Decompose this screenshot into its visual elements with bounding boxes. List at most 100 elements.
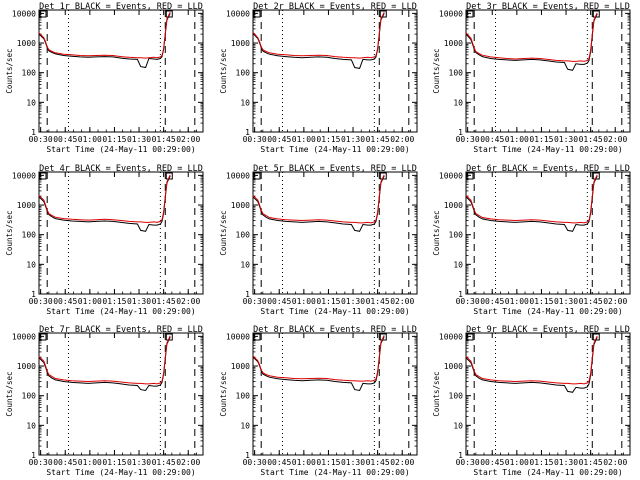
chart-title: Det 3r BLACK = Events, RED = LLD: [466, 2, 630, 12]
x-tick-label: 00:45: [267, 297, 291, 306]
marker-box: [466, 333, 474, 341]
x-tick-label: 01:00: [292, 135, 316, 144]
y-tick-label: 1000: [17, 362, 36, 371]
lld-series-line: [38, 174, 171, 223]
x-tick-label: 02:00: [390, 297, 414, 306]
chart-title: Det 4r BLACK = Events, RED = LLD: [39, 164, 203, 174]
x-tick-label: 02:00: [603, 135, 627, 144]
y-axis-label: Counts/sec: [219, 371, 228, 416]
y-tick-label: 1000: [17, 201, 36, 210]
x-tick-label: 01:15: [316, 458, 340, 467]
y-tick-label: 10: [240, 98, 250, 107]
y-tick-label: 100: [236, 392, 251, 401]
x-tick-label: 01:45: [366, 458, 390, 467]
x-tick-label: 01:00: [505, 297, 529, 306]
y-tick-label: 1000: [444, 39, 463, 48]
x-tick-label: 01:00: [292, 458, 316, 467]
x-tick-label: 01:00: [78, 458, 102, 467]
x-tick-label: 00:45: [480, 297, 504, 306]
x-tick-label: 01:00: [505, 458, 529, 467]
events-series-line: [252, 13, 385, 69]
x-tick-label: 02:00: [603, 297, 627, 306]
plot-frame: [252, 9, 418, 133]
x-tick-label: 01:15: [529, 135, 553, 144]
y-tick-label: 1: [245, 451, 250, 460]
events-series-line: [38, 336, 171, 392]
x-tick-label: 01:15: [102, 297, 126, 306]
y-tick-label: 10000: [439, 332, 463, 341]
x-axis-label: Start Time (24-May-11 00:29:00): [473, 468, 622, 477]
y-tick-label: 10000: [12, 332, 36, 341]
y-axis-label: Counts/sec: [432, 210, 441, 255]
plot-frame: [252, 332, 418, 456]
x-tick-label: 00:30: [29, 458, 53, 467]
y-tick-label: 1: [31, 451, 36, 460]
x-tick-label: 02:00: [390, 458, 414, 467]
x-tick-label: 00:45: [267, 135, 291, 144]
x-tick-label: 00:30: [243, 458, 267, 467]
y-tick-label: 100: [22, 69, 37, 78]
plot-frame: [38, 332, 204, 456]
x-tick-label: 01:45: [152, 458, 176, 467]
y-tick-label: 100: [449, 231, 464, 240]
x-tick-label: 01:00: [505, 135, 529, 144]
x-tick-label: 01:30: [127, 135, 151, 144]
y-tick-label: 10: [453, 98, 463, 107]
x-tick-label: 02:00: [390, 135, 414, 144]
lld-series-line: [252, 335, 385, 382]
x-tick-label: 00:30: [29, 135, 53, 144]
x-tick-label: 00:30: [456, 135, 480, 144]
x-tick-label: 02:00: [176, 135, 200, 144]
x-axis-label: Start Time (24-May-11 00:29:00): [473, 307, 622, 316]
y-axis-label: Counts/sec: [5, 210, 14, 255]
y-tick-label: 100: [22, 392, 37, 401]
x-tick-label: 00:30: [243, 297, 267, 306]
x-axis-label: Start Time (24-May-11 00:29:00): [260, 145, 409, 154]
x-tick-label: 01:30: [554, 458, 578, 467]
x-tick-label: 01:30: [127, 297, 151, 306]
y-tick-label: 10000: [226, 9, 250, 18]
y-axis-label: Counts/sec: [432, 371, 441, 416]
chart-title: Det 8r BLACK = Events, RED = LLD: [253, 325, 417, 335]
marker-box: [466, 10, 474, 18]
lld-series-line: [38, 11, 171, 59]
marker-box: [379, 10, 387, 18]
plot-frame: [465, 9, 631, 133]
marker-box: [379, 333, 387, 341]
x-tick-label: 01:45: [366, 297, 390, 306]
lld-series-line: [252, 174, 385, 224]
x-tick-label: 00:45: [480, 135, 504, 144]
events-series-line: [465, 13, 598, 71]
y-tick-label: 1: [245, 290, 250, 299]
y-tick-label: 1: [458, 128, 463, 137]
y-tick-label: 10: [453, 421, 463, 430]
y-tick-label: 10000: [226, 171, 250, 180]
x-tick-label: 01:15: [102, 458, 126, 467]
y-tick-label: 10000: [12, 171, 36, 180]
x-tick-label: 01:45: [152, 297, 176, 306]
y-tick-label: 1: [458, 290, 463, 299]
plot-frame: [38, 9, 204, 133]
y-axis-label: Counts/sec: [219, 210, 228, 255]
chart-title: Det 5r BLACK = Events, RED = LLD: [253, 164, 417, 174]
events-series-line: [38, 175, 171, 232]
x-tick-label: 00:30: [243, 135, 267, 144]
x-tick-label: 00:45: [480, 458, 504, 467]
x-tick-label: 01:45: [366, 135, 390, 144]
chart-panel-4: Det 4r BLACK = Events, RED = LLD 1 10 100 10…: [5, 164, 204, 316]
x-tick-label: 00:45: [53, 135, 77, 144]
chart-title: Det 9r BLACK = Events, RED = LLD: [466, 325, 630, 335]
x-tick-label: 01:30: [554, 297, 578, 306]
x-tick-label: 01:00: [78, 135, 102, 144]
y-axis-label: Counts/sec: [432, 48, 441, 93]
y-tick-label: 10000: [12, 9, 36, 18]
events-series-line: [465, 337, 598, 393]
y-tick-label: 100: [22, 231, 37, 240]
marker-box: [253, 333, 261, 341]
marker-box: [466, 172, 474, 180]
chart-panel-2: Det 2r BLACK = Events, RED = LLD 1 10 100 10…: [219, 2, 418, 154]
y-tick-label: 10: [26, 98, 36, 107]
events-series-line: [252, 175, 385, 232]
chart-title: Det 2r BLACK = Events, RED = LLD: [253, 2, 417, 12]
